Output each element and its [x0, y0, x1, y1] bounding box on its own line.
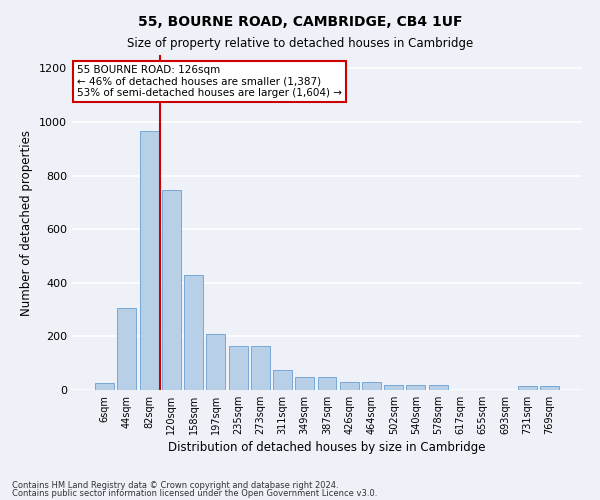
Bar — [518, 386, 536, 390]
Bar — [540, 386, 559, 390]
Bar — [362, 382, 381, 390]
Bar — [273, 370, 292, 390]
Text: Contains HM Land Registry data © Crown copyright and database right 2024.: Contains HM Land Registry data © Crown c… — [12, 480, 338, 490]
Bar — [384, 385, 403, 390]
Text: 55, BOURNE ROAD, CAMBRIDGE, CB4 1UF: 55, BOURNE ROAD, CAMBRIDGE, CB4 1UF — [138, 15, 462, 29]
Bar — [251, 346, 270, 390]
Bar — [162, 190, 181, 390]
Bar — [295, 377, 314, 390]
Bar — [317, 377, 337, 390]
Y-axis label: Number of detached properties: Number of detached properties — [20, 130, 34, 316]
Bar — [95, 384, 114, 390]
Bar — [184, 275, 203, 390]
Text: Size of property relative to detached houses in Cambridge: Size of property relative to detached ho… — [127, 38, 473, 51]
X-axis label: Distribution of detached houses by size in Cambridge: Distribution of detached houses by size … — [168, 441, 486, 454]
Bar — [340, 382, 359, 390]
Bar — [429, 385, 448, 390]
Bar — [206, 334, 225, 390]
Bar — [406, 385, 425, 390]
Bar — [118, 308, 136, 390]
Bar — [229, 346, 248, 390]
Bar — [140, 132, 158, 390]
Text: 55 BOURNE ROAD: 126sqm
← 46% of detached houses are smaller (1,387)
53% of semi-: 55 BOURNE ROAD: 126sqm ← 46% of detached… — [77, 65, 342, 98]
Text: Contains public sector information licensed under the Open Government Licence v3: Contains public sector information licen… — [12, 489, 377, 498]
